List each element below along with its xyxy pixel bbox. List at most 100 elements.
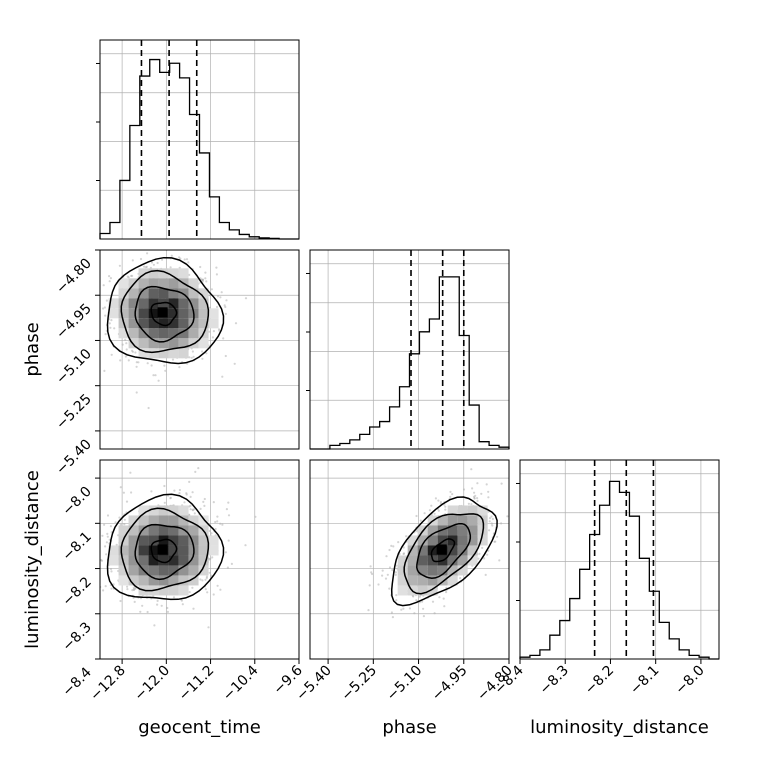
scatter-point (166, 610, 169, 614)
scatter-point (169, 497, 172, 500)
density-cell (178, 318, 189, 329)
density-cell (447, 575, 458, 586)
density-cell (118, 525, 129, 536)
density-peak (157, 307, 168, 318)
x-tick-label: −11.2 (176, 663, 218, 705)
density-cell (188, 565, 199, 576)
scatter-point (135, 365, 138, 368)
scatter-point (402, 546, 405, 549)
density-cell (148, 338, 159, 349)
density-cell (158, 525, 169, 536)
scatter-point (225, 508, 228, 511)
scatter-point (484, 573, 487, 577)
scatter-point (224, 551, 227, 554)
scatter-point (169, 266, 172, 269)
density-cell (467, 535, 478, 546)
scatter-point (204, 271, 207, 274)
scatter-point (127, 359, 130, 362)
scatter-point (423, 512, 426, 515)
density-cell (138, 308, 149, 319)
scatter-point (105, 541, 108, 544)
density-cell (158, 278, 169, 289)
scatter-point (390, 611, 393, 614)
scatter-point (178, 366, 181, 369)
scatter-point (381, 569, 384, 572)
scatter-point (133, 600, 136, 604)
scatter-point (394, 571, 397, 574)
scatter-point (147, 406, 150, 410)
y-tick-label: −8.3 (59, 619, 94, 654)
scatter-point (224, 354, 227, 358)
density-cell (467, 515, 478, 526)
density-cell (397, 555, 408, 566)
scatter-point (127, 276, 130, 279)
density-cell (407, 575, 418, 586)
density-cell (158, 515, 169, 526)
scatter-point (216, 584, 219, 587)
density-cell (198, 535, 209, 546)
scatter-point (216, 295, 220, 298)
density-cell (178, 565, 189, 576)
scatter-point (163, 484, 166, 488)
density-cell (178, 288, 189, 299)
density-cell (158, 348, 169, 359)
scatter-point (189, 508, 192, 511)
density-cell (397, 585, 408, 596)
x-tick-label: −12.8 (87, 663, 129, 705)
scatter-point (108, 275, 111, 278)
x-axis-luminosity_distance: −8.4 −8.3 −8.2 −8.1 −8.0 luminosity_distance (491, 659, 709, 738)
scatter-point (125, 500, 129, 503)
scatter-point (476, 499, 479, 502)
scatter-point (119, 599, 122, 603)
density-cell (417, 585, 428, 596)
density-cell (467, 545, 478, 556)
scatter-point (93, 330, 95, 332)
y-tick-label: −8.2 (59, 574, 94, 609)
x-tick-label: −8.3 (537, 663, 572, 698)
scatter-point (199, 578, 202, 581)
scatter-point (101, 534, 104, 537)
scatter-point (151, 234, 153, 236)
scatter-point (471, 487, 474, 490)
density-cell (198, 555, 209, 566)
scatter-point (163, 364, 166, 367)
scatter-point (491, 524, 494, 527)
scatter-point (156, 261, 159, 265)
axes-frame (99, 39, 300, 240)
density-cell (467, 525, 478, 536)
scatter-point (191, 491, 194, 494)
density-cell (168, 338, 179, 349)
scatter-point (164, 369, 167, 372)
scatter-point (438, 596, 441, 599)
density-cell (178, 268, 189, 279)
scatter-point (233, 362, 236, 365)
scatter-point (203, 504, 206, 507)
scatter-point (494, 540, 497, 543)
scatter-point (500, 482, 503, 485)
scatter-point (106, 532, 109, 536)
y-tick-label: −4.80 (53, 256, 95, 298)
scatter-point (131, 349, 134, 352)
scatter-point (413, 612, 416, 615)
density-cell (427, 565, 438, 576)
density-cell (188, 288, 199, 299)
y-axis-label: luminosity_distance (22, 470, 43, 649)
scatter-point (496, 535, 499, 538)
density-cell (198, 318, 209, 329)
scatter-point (470, 468, 473, 471)
density-panel-geocent_time-vs-luminosity_distance (99, 459, 300, 660)
scatter-point (202, 500, 205, 503)
scatter-point (388, 566, 392, 569)
scatter-point (124, 338, 127, 341)
density-cell (158, 555, 169, 566)
density-cell (148, 575, 159, 586)
density-cell (148, 278, 159, 289)
scatter-point (386, 573, 389, 576)
density-cell (417, 575, 428, 586)
scatter-point (212, 330, 215, 333)
scatter-point (135, 391, 138, 394)
y-axis-phase: −5.40−5.25−5.10−4.95−4.80 phase (22, 249, 100, 478)
density-cell (158, 268, 169, 279)
scatter-point (197, 467, 200, 470)
